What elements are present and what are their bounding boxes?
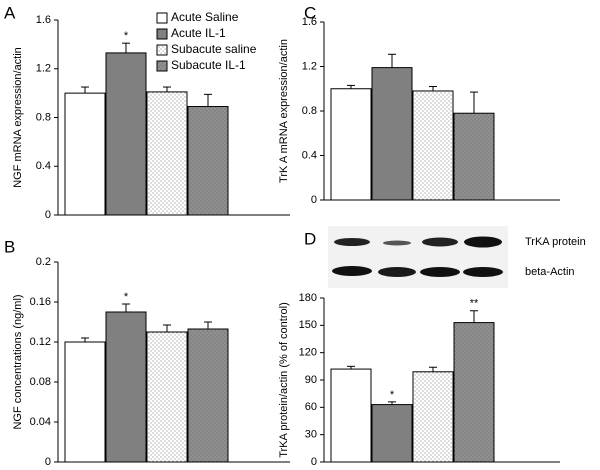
panel-letter: C: [304, 3, 316, 22]
legend-swatch: [156, 12, 168, 24]
bar: [412, 371, 454, 463]
y-tick-label: 0.4: [302, 149, 317, 161]
y-tick-label: 0.8: [36, 111, 51, 123]
legend-swatch: [156, 44, 168, 56]
y-tick-label: 0.16: [30, 296, 51, 308]
bar: [64, 92, 106, 216]
bar: [371, 67, 413, 201]
y-tick-label: 0: [45, 456, 51, 468]
bar: [105, 52, 147, 216]
legend-label: Acute IL-1: [171, 26, 226, 40]
legend-label: Subacute saline: [171, 42, 257, 56]
y-tick-label: 1.6: [302, 16, 317, 28]
bar: [412, 90, 454, 201]
y-axis-label: TrKA protein/actin (% of control): [278, 302, 290, 458]
y-tick-label: 90: [305, 374, 317, 386]
significance-label: **: [470, 298, 479, 310]
bar: [453, 112, 495, 201]
y-tick-label: 60: [305, 401, 317, 413]
panel-letter: A: [4, 3, 16, 22]
bar: [64, 341, 106, 463]
bar: [187, 106, 229, 216]
bar: [330, 368, 372, 463]
y-tick-label: 30: [305, 429, 317, 441]
y-tick-label: 0: [45, 209, 51, 221]
y-tick-label: 0.12: [30, 336, 51, 348]
y-tick-label: 180: [299, 292, 317, 304]
panel-letter: B: [4, 237, 15, 256]
legend-swatch: [156, 60, 168, 72]
y-axis-label: NGF concentrations (ng/ml): [12, 294, 24, 429]
significance-label: *: [124, 30, 129, 42]
y-tick-label: 0.08: [30, 376, 51, 388]
bar: [330, 88, 372, 201]
y-axis-label: TrK A mRNA expression/actin: [278, 39, 290, 183]
y-tick-label: 1.2: [302, 60, 317, 72]
legend-label: Acute Saline: [171, 10, 239, 24]
bar: [105, 311, 147, 463]
legend-label: Subacute IL-1: [171, 58, 246, 72]
bar: [146, 91, 188, 216]
legend-swatch: [156, 28, 168, 40]
y-tick-label: 1.6: [36, 14, 51, 26]
y-tick-label: 1.2: [36, 63, 51, 75]
y-tick-label: 0: [311, 456, 317, 468]
y-tick-label: 0.04: [30, 416, 51, 428]
blot-label: TrKA protein: [525, 236, 586, 248]
bar: [371, 404, 413, 463]
y-tick-label: 0.4: [36, 160, 51, 172]
y-tick-label: 150: [299, 319, 317, 331]
bar: [146, 331, 188, 463]
y-tick-label: 120: [299, 347, 317, 359]
significance-label: *: [390, 389, 395, 401]
blot-label: beta-Actin: [525, 266, 575, 278]
y-tick-label: 0: [311, 194, 317, 206]
y-tick-label: 0.8: [302, 105, 317, 117]
significance-label: *: [124, 291, 129, 303]
y-tick-label: 0.2: [36, 256, 51, 268]
bar: [187, 328, 229, 463]
y-axis-label: NGF mRNA expression/actin: [12, 47, 24, 188]
bar: [453, 322, 495, 463]
western-blot: [328, 226, 508, 288]
panel-letter: D: [304, 229, 316, 248]
